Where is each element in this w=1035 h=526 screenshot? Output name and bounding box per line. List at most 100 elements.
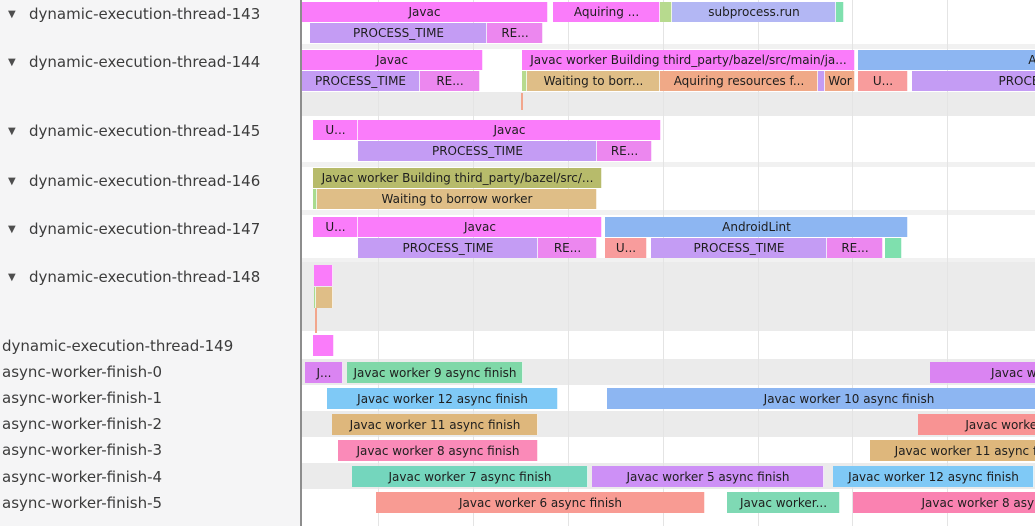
track-background-band (302, 258, 1035, 262)
track-label-row: async-worker-finish-5 (0, 492, 302, 514)
timeline-slice[interactable]: RE... (827, 238, 883, 258)
track-label: dynamic-execution-thread-145 (29, 122, 261, 140)
timeline-slice[interactable]: U... (313, 120, 358, 140)
timeline-slice[interactable]: PROCESS_TIME (651, 238, 827, 258)
collapse-triangle-icon[interactable]: ▼ (8, 125, 16, 137)
time-gridline (758, 0, 759, 526)
time-gridline (947, 0, 948, 526)
timeline-slice[interactable]: RE... (487, 23, 543, 43)
timeline-slice[interactable] (314, 265, 333, 286)
collapse-triangle-icon[interactable]: ▼ (8, 223, 16, 235)
track-label-row[interactable]: ▼ dynamic-execution-thread-148 (0, 266, 300, 288)
track-background-band (302, 210, 1035, 215)
track-label: async-worker-finish-4 (2, 468, 163, 486)
track-label: dynamic-execution-thread-147 (29, 220, 261, 238)
timeline-slice[interactable]: PROCESS_TIME (310, 23, 487, 43)
instant-event-marker (521, 93, 523, 110)
panel-divider[interactable] (300, 0, 302, 526)
time-gridline (473, 0, 474, 526)
track-label-row: async-worker-finish-1 (0, 387, 302, 409)
track-background-band (302, 162, 1035, 167)
timeline-slice[interactable]: Javac (358, 120, 661, 140)
track-label-row: dynamic-execution-thread-149 (0, 335, 302, 357)
timeline-canvas[interactable]: Javac Aquiring ... subprocess.run PROCESS_T… (302, 0, 1035, 526)
timeline-slice[interactable]: A... (858, 50, 1035, 70)
track-label: dynamic-execution-thread-148 (29, 268, 261, 286)
timeline-slice[interactable] (660, 2, 672, 22)
track-label: dynamic-execution-thread-146 (29, 172, 261, 190)
timeline-slice[interactable]: Javac (302, 50, 483, 70)
timeline-slice[interactable] (522, 71, 527, 91)
timeline-slice[interactable]: U... (313, 217, 358, 237)
timeline-slice[interactable]: Waiting to borrow worker (317, 189, 597, 209)
track-label: async-worker-finish-3 (2, 441, 163, 459)
timeline-slice[interactable] (313, 335, 334, 356)
timeline-slice[interactable]: Javac worker 11 async finish (870, 440, 1035, 461)
timeline-slice[interactable]: Wor (825, 71, 855, 91)
timeline-slice[interactable]: J... (305, 362, 343, 383)
timeline-slice[interactable]: Javac worker 5 async finish (592, 466, 824, 487)
timeline-slice[interactable]: Javac worker 10 async finish (607, 388, 1035, 409)
collapse-triangle-icon[interactable]: ▼ (8, 271, 16, 283)
timeline-slice[interactable]: Javac worker 12 async finish (327, 388, 558, 409)
track-label-row[interactable]: ▼ dynamic-execution-thread-145 (0, 120, 300, 142)
timeline-slice[interactable]: Javac worker 9 async finish (347, 362, 523, 383)
timeline-slice[interactable]: Javac worke... (918, 414, 1035, 435)
timeline-slice[interactable] (818, 71, 825, 91)
timeline-slice[interactable]: Javac worker 8 async finish (338, 440, 538, 461)
track-label: dynamic-execution-thread-144 (29, 53, 261, 71)
timeline-slice[interactable] (314, 287, 316, 308)
track-label-row: async-worker-finish-3 (0, 439, 302, 461)
track-label-row: async-worker-finish-4 (0, 466, 302, 488)
track-label: async-worker-finish-1 (2, 389, 163, 407)
timeline-slice[interactable]: Javac worker Building third_party/bazel/… (522, 50, 855, 70)
timeline-slice[interactable]: Aquiring resources f... (660, 71, 818, 91)
track-background-band (302, 44, 1035, 49)
timeline-slice[interactable]: PROCESS_TIME (358, 141, 597, 161)
collapse-triangle-icon[interactable]: ▼ (8, 175, 16, 187)
track-label: async-worker-finish-2 (2, 415, 163, 433)
timeline-slice[interactable]: Javac worker 7 async finish (352, 466, 588, 487)
track-label-row[interactable]: ▼ dynamic-execution-thread-147 (0, 218, 300, 240)
timeline-slice[interactable]: Waiting to borr... (527, 71, 660, 91)
timeline-slice[interactable]: Javac worker 12 async finish (833, 466, 1034, 487)
timeline-slice[interactable]: RE... (538, 238, 597, 258)
track-label-row: async-worker-finish-0 (0, 361, 302, 383)
timeline-slice[interactable]: PROCESS_TIME (358, 238, 538, 258)
timeline-slice[interactable] (313, 189, 317, 209)
track-background-band (302, 262, 1035, 331)
timeline-slice[interactable]: Aquiring ... (553, 2, 660, 22)
timeline-slice[interactable]: Javac (302, 2, 548, 22)
timeline-slice[interactable]: RE... (420, 71, 480, 91)
timeline-slice[interactable]: RE... (597, 141, 652, 161)
track-label-row[interactable]: ▼ dynamic-execution-thread-143 (0, 3, 300, 25)
track-label-row[interactable]: ▼ dynamic-execution-thread-144 (0, 51, 300, 73)
timeline-slice[interactable]: Javac worker 11 async finish (332, 414, 538, 435)
timeline-slice[interactable]: Javac worker 8 async finish (853, 492, 1035, 513)
track-label: async-worker-finish-5 (2, 494, 163, 512)
timeline-slice[interactable]: AndroidLint (605, 217, 908, 237)
timeline-slice[interactable]: Javac w... (930, 362, 1035, 383)
timeline-slice[interactable] (316, 287, 333, 308)
timeline-slice[interactable]: Javac worker 6 async finish (376, 492, 705, 513)
track-label: async-worker-finish-0 (2, 363, 163, 381)
track-label: dynamic-execution-thread-143 (29, 5, 261, 23)
instant-event-marker (315, 308, 317, 333)
track-name-panel: ▼ dynamic-execution-thread-143 ▼ dynamic-ex… (0, 0, 300, 526)
track-background-band (302, 92, 1035, 116)
timeline-slice[interactable]: U... (605, 238, 647, 258)
timeline-slice[interactable] (885, 238, 902, 258)
timeline-slice[interactable]: Javac worker Building third_party/bazel/… (313, 168, 602, 188)
timeline-slice[interactable]: PROCESS_TIME (912, 71, 1035, 91)
timeline-slice[interactable]: Javac worker... (727, 492, 840, 513)
timeline-slice[interactable]: Javac (358, 217, 602, 237)
time-gridline (568, 0, 569, 526)
collapse-triangle-icon[interactable]: ▼ (8, 56, 16, 68)
timeline-slice[interactable] (836, 2, 844, 22)
track-label-row[interactable]: ▼ dynamic-execution-thread-146 (0, 170, 300, 192)
timeline-slice[interactable]: subprocess.run (672, 2, 836, 22)
collapse-triangle-icon[interactable]: ▼ (8, 8, 16, 20)
timeline-slice[interactable]: PROCESS_TIME (302, 71, 420, 91)
timeline-slice[interactable]: U... (858, 71, 908, 91)
